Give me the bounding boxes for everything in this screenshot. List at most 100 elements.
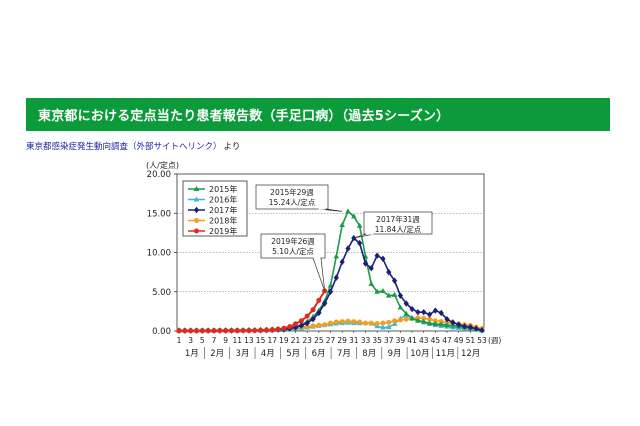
series-point-2019年 [182, 328, 188, 334]
y-tick-label: 5.00 [152, 288, 171, 298]
series-point-2019年 [275, 326, 281, 332]
source-link[interactable]: 東京都感染症発生動向調査（外部サイトへリンク） [26, 142, 222, 152]
x-tick-label: 37 [384, 336, 394, 345]
series-point-2017年 [461, 323, 468, 330]
x-tick-label: 1 [177, 336, 182, 345]
series-point-2019年 [234, 328, 240, 334]
series-point-2015年 [339, 222, 345, 228]
x-tick-label: 47 [442, 336, 452, 345]
annotation-line1: 2017年31週 [376, 214, 420, 224]
series-point-2019年 [199, 328, 205, 334]
series-point-2019年 [211, 328, 217, 334]
month-label: 8月 [362, 349, 376, 359]
month-label: 6月 [312, 349, 326, 359]
series-point-2018年 [368, 320, 374, 326]
series-point-2017年 [322, 300, 328, 307]
x-tick-label: 7 [212, 336, 217, 345]
y-tick-label: 20.00 [147, 170, 171, 180]
series-point-2015年 [403, 310, 410, 316]
series-point-2019年 [228, 328, 234, 334]
series-point-2017年 [397, 292, 404, 299]
series-point-2019年 [258, 327, 264, 333]
y-axis-label: (人/定点) [146, 160, 179, 170]
annotation-box [363, 211, 433, 235]
series-point-2018年 [322, 322, 328, 328]
x-tick-label: 21 [291, 336, 301, 345]
series-point-2019年 [240, 328, 246, 334]
series-point-2018年 [392, 318, 398, 324]
series-point-2017年 [310, 316, 316, 323]
series-point-2018年 [333, 319, 339, 325]
x-tick-label: 33 [361, 336, 371, 345]
x-axis-unit: (週) [488, 336, 501, 345]
series-point-2017年 [444, 316, 450, 323]
series-point-2015年 [438, 321, 445, 327]
series-point-2017年 [298, 322, 304, 329]
series-point-2018年 [362, 320, 368, 326]
series-point-2017年 [374, 252, 380, 259]
series-point-2017年 [415, 308, 421, 316]
series-point-2015年 [380, 287, 386, 293]
series-point-2019年 [176, 328, 182, 334]
month-label: 2月 [210, 349, 224, 359]
month-label: 7月 [337, 349, 351, 359]
series-point-2018年 [397, 317, 403, 323]
annotation-box [255, 184, 329, 210]
legend-label: 2019年 [209, 226, 237, 236]
source-suffix: より [223, 142, 241, 152]
annotation-line2: 5.10人/定点 [272, 246, 314, 256]
legend-marker [194, 218, 199, 223]
series-point-2019年 [281, 325, 287, 331]
series-point-2019年 [205, 328, 211, 334]
x-tick-label: 19 [279, 336, 289, 345]
source-line: 東京都感染症発生動向調査（外部サイトへリンク） より [26, 140, 240, 152]
month-label: 4月 [261, 349, 275, 359]
x-tick-label: 3 [188, 336, 193, 345]
series-point-2017年 [333, 274, 339, 281]
month-label: 11月 [436, 349, 455, 359]
series-point-2016年 [391, 320, 398, 326]
series-point-2019年 [193, 328, 199, 334]
x-tick-label: 17 [267, 336, 277, 345]
series-point-2015年 [397, 304, 404, 310]
series-point-2015年 [345, 208, 351, 214]
y-tick-label: 0.00 [152, 327, 171, 337]
x-tick-label: 51 [466, 336, 476, 345]
x-tick-label: 35 [372, 336, 382, 345]
series-point-2019年 [304, 313, 310, 319]
x-tick-label: 5 [200, 336, 205, 345]
series-point-2017年 [327, 288, 334, 295]
legend-marker [193, 186, 200, 191]
series-point-2019年 [287, 324, 293, 330]
x-tick-label: 25 [314, 336, 324, 345]
series-point-2018年 [316, 322, 322, 328]
series-point-2017年 [409, 305, 415, 313]
series-point-2017年 [380, 255, 386, 262]
series-point-2017年 [339, 258, 345, 266]
x-tick-label: 13 [244, 336, 254, 345]
series-point-2019年 [269, 327, 275, 333]
x-tick-label: 43 [419, 336, 429, 345]
series-point-2019年 [298, 318, 304, 324]
series-point-2019年 [217, 328, 223, 334]
series-point-2017年 [345, 245, 351, 252]
month-label: 9月 [388, 349, 402, 359]
series-point-2015年 [374, 288, 380, 294]
series-point-2015年 [368, 280, 375, 286]
month-label: 12月 [461, 349, 480, 359]
x-tick-label: 15 [256, 336, 266, 345]
series-point-2019年 [293, 321, 299, 327]
series-point-2018年 [304, 324, 310, 330]
series-point-2015年 [351, 213, 357, 219]
x-tick-label: 49 [454, 336, 464, 345]
series-point-2018年 [374, 321, 380, 327]
series-point-2015年 [432, 320, 439, 326]
series-point-2015年 [385, 292, 392, 298]
legend-label: 2016年 [209, 195, 237, 205]
legend-label: 2017年 [209, 205, 237, 215]
month-label: 10月 [410, 349, 429, 359]
y-tick-label: 15.00 [147, 209, 171, 219]
y-tick-label: 10.00 [147, 249, 171, 259]
series-point-2019年 [188, 328, 194, 334]
